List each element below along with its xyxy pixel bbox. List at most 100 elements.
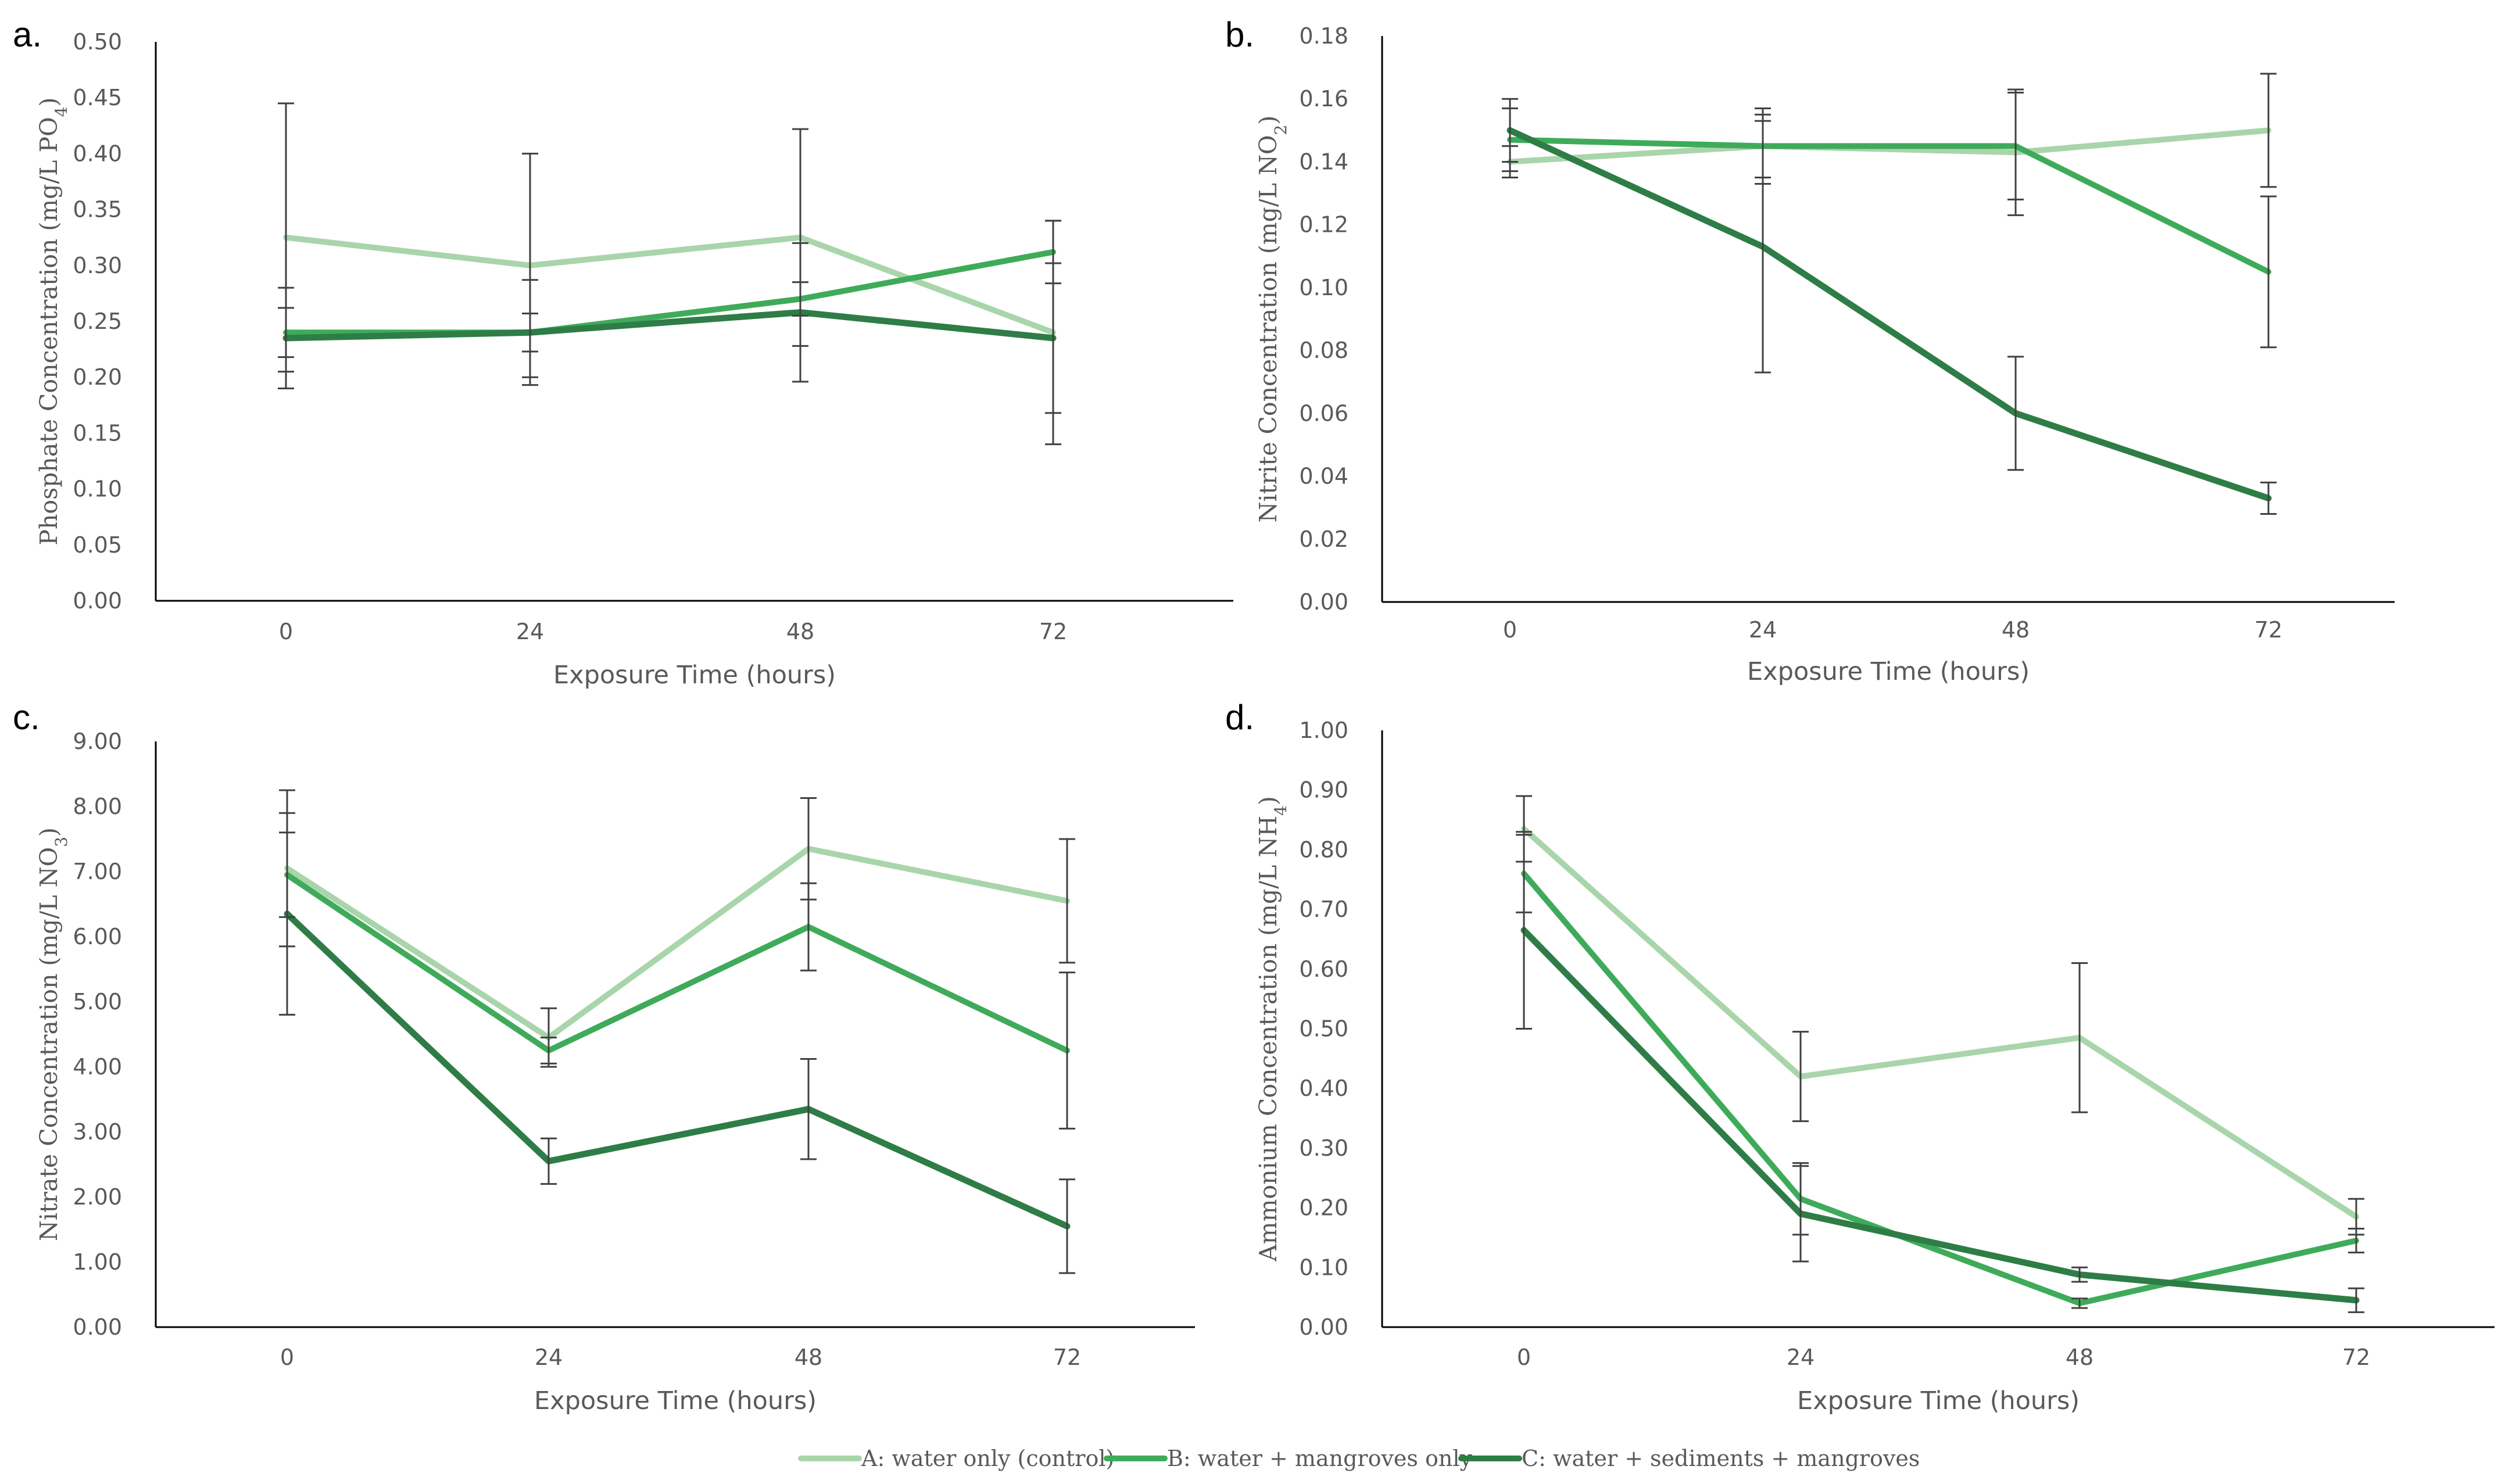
legend-label-A: A: water only (control) bbox=[861, 1446, 1114, 1471]
y-tick-label: 7.00 bbox=[73, 859, 122, 884]
series-line-A bbox=[284, 845, 1070, 1041]
y-tick-label: 6.00 bbox=[73, 924, 122, 949]
series-line-C bbox=[284, 911, 1071, 1230]
x-tick-label: 72 bbox=[1039, 619, 1067, 644]
y-tick-label: 0.30 bbox=[1299, 1135, 1348, 1161]
y-tick-label: 0.00 bbox=[73, 1314, 122, 1340]
y-tick-label: 0.00 bbox=[73, 588, 122, 614]
series-line-C bbox=[1506, 127, 2272, 501]
x-tick-label: 24 bbox=[516, 619, 544, 644]
x-tick-label: 24 bbox=[1787, 1345, 1815, 1370]
error-bar-A bbox=[2260, 73, 2277, 188]
series-line-C bbox=[1520, 927, 2360, 1304]
y-tick-label: 0.45 bbox=[73, 85, 122, 110]
y-tick-label: 0.02 bbox=[1299, 526, 1348, 552]
y-axis-title: Nitrate Concentration (mg/L NO3) bbox=[35, 827, 71, 1241]
x-axis-title: Exposure Time (hours) bbox=[553, 661, 836, 690]
y-tick-label: 0.10 bbox=[1299, 1254, 1348, 1280]
x-tick-label: 0 bbox=[1503, 617, 1517, 643]
error-bar-A bbox=[1792, 1031, 1809, 1123]
y-tick-label: 1.00 bbox=[1299, 718, 1348, 743]
panel-c: c. 0.00 1.00 2.00 3.00 4.00 5.00 6.00 7.00 8.00 9.… bbox=[13, 698, 1195, 1415]
series-line-B bbox=[284, 872, 1070, 1053]
y-tick-label: 0.20 bbox=[73, 364, 122, 390]
x-tick-label: 24 bbox=[1749, 617, 1777, 643]
panel-letter: c. bbox=[13, 698, 40, 737]
x-axis-title: Exposure Time (hours) bbox=[1747, 657, 2030, 686]
x-axis-title: Exposure Time (hours) bbox=[1797, 1386, 2080, 1415]
error-bar-C bbox=[541, 1137, 557, 1185]
y-axis-title: Phosphate Concentration (mg/L PO4) bbox=[35, 97, 71, 545]
error-bar-B bbox=[541, 1037, 557, 1064]
legend-label-B: B: water + mangroves only bbox=[1167, 1446, 1472, 1471]
x-tick-label: 48 bbox=[795, 1345, 822, 1370]
series-line-C bbox=[282, 309, 1057, 342]
error-bar-C bbox=[279, 812, 295, 1016]
y-tick-label: 0.00 bbox=[1299, 1314, 1348, 1340]
y-tick-label: 3.00 bbox=[73, 1119, 122, 1145]
error-bar-C bbox=[2007, 356, 2024, 471]
panel-letter: b. bbox=[1225, 15, 1254, 54]
y-tick-label: 1.00 bbox=[73, 1249, 122, 1275]
error-bar-B bbox=[800, 882, 817, 972]
panel-letter: d. bbox=[1225, 698, 1254, 737]
x-axis-title: Exposure Time (hours) bbox=[534, 1386, 817, 1415]
y-tick-label: 0.50 bbox=[73, 29, 122, 55]
y-tick-label: 0.04 bbox=[1299, 464, 1348, 489]
y-tick-label: 8.00 bbox=[73, 794, 122, 819]
error-bar-B bbox=[2071, 1297, 2088, 1309]
x-tick-label: 72 bbox=[2254, 617, 2282, 643]
series-line-B bbox=[1521, 870, 2359, 1306]
panel-d: d. 0.00 0.10 0.20 0.30 0.40 0.50 0.60 0.70 0.80 0.… bbox=[1225, 698, 2495, 1415]
error-bar-C bbox=[1792, 1165, 1809, 1263]
error-bar-A bbox=[2071, 962, 2088, 1113]
error-bar-C bbox=[522, 279, 538, 386]
error-bar-C bbox=[800, 1058, 817, 1160]
error-bar-C bbox=[1045, 262, 1061, 414]
y-tick-label: 0.16 bbox=[1299, 86, 1348, 112]
y-tick-label: 5.00 bbox=[73, 989, 122, 1015]
series-line-B bbox=[1507, 137, 2271, 275]
y-tick-label: 0.14 bbox=[1299, 149, 1348, 174]
y-tick-label: 0.15 bbox=[73, 420, 122, 446]
y-tick-label: 0.10 bbox=[73, 476, 122, 502]
y-tick-label: 2.00 bbox=[73, 1184, 122, 1210]
x-tick-label: 72 bbox=[2342, 1345, 2370, 1370]
error-bar-C bbox=[278, 286, 294, 389]
y-tick-label: 0.05 bbox=[73, 532, 122, 558]
y-axis-title: Ammonium Concentration (mg/L NH4) bbox=[1254, 796, 1290, 1262]
x-tick-label: 0 bbox=[280, 1345, 294, 1370]
error-bar-B bbox=[2348, 1228, 2364, 1254]
y-tick-label: 0.60 bbox=[1299, 956, 1348, 982]
y-tick-label: 0.80 bbox=[1299, 837, 1348, 862]
error-bar-C bbox=[792, 242, 808, 383]
y-tick-label: 0.18 bbox=[1299, 23, 1348, 49]
x-tick-label: 0 bbox=[279, 619, 293, 644]
y-tick-label: 0.30 bbox=[73, 253, 122, 278]
y-tick-label: 4.00 bbox=[73, 1054, 122, 1080]
error-bar-B bbox=[2007, 91, 2024, 200]
error-bar-C bbox=[1516, 831, 1532, 1030]
x-tick-label: 48 bbox=[2002, 617, 2030, 643]
error-bar-C bbox=[2348, 1287, 2364, 1313]
x-tick-label: 72 bbox=[1053, 1345, 1081, 1370]
error-bar-A bbox=[1059, 838, 1075, 964]
error-bar-B bbox=[1059, 972, 1075, 1130]
x-tick-label: 24 bbox=[535, 1345, 563, 1370]
panel-letter: a. bbox=[13, 15, 42, 54]
y-tick-label: 0.00 bbox=[1299, 589, 1348, 615]
y-tick-label: 0.20 bbox=[1299, 1195, 1348, 1221]
y-tick-label: 0.10 bbox=[1299, 275, 1348, 300]
error-bar-C bbox=[2260, 481, 2277, 515]
error-bar-C bbox=[1059, 1178, 1075, 1274]
y-axis-title: Nitrite Concentration (mg/L NO2) bbox=[1254, 116, 1290, 523]
y-tick-label: 9.00 bbox=[73, 729, 122, 754]
y-tick-label: 0.70 bbox=[1299, 897, 1348, 922]
legend-label-C: C: water + sediments + mangroves bbox=[1522, 1446, 1920, 1471]
y-tick-label: 0.25 bbox=[73, 309, 122, 334]
error-bar-B bbox=[2260, 195, 2277, 349]
series-line-A bbox=[1521, 826, 2359, 1220]
x-tick-label: 48 bbox=[786, 619, 814, 644]
y-tick-label: 0.90 bbox=[1299, 777, 1348, 803]
